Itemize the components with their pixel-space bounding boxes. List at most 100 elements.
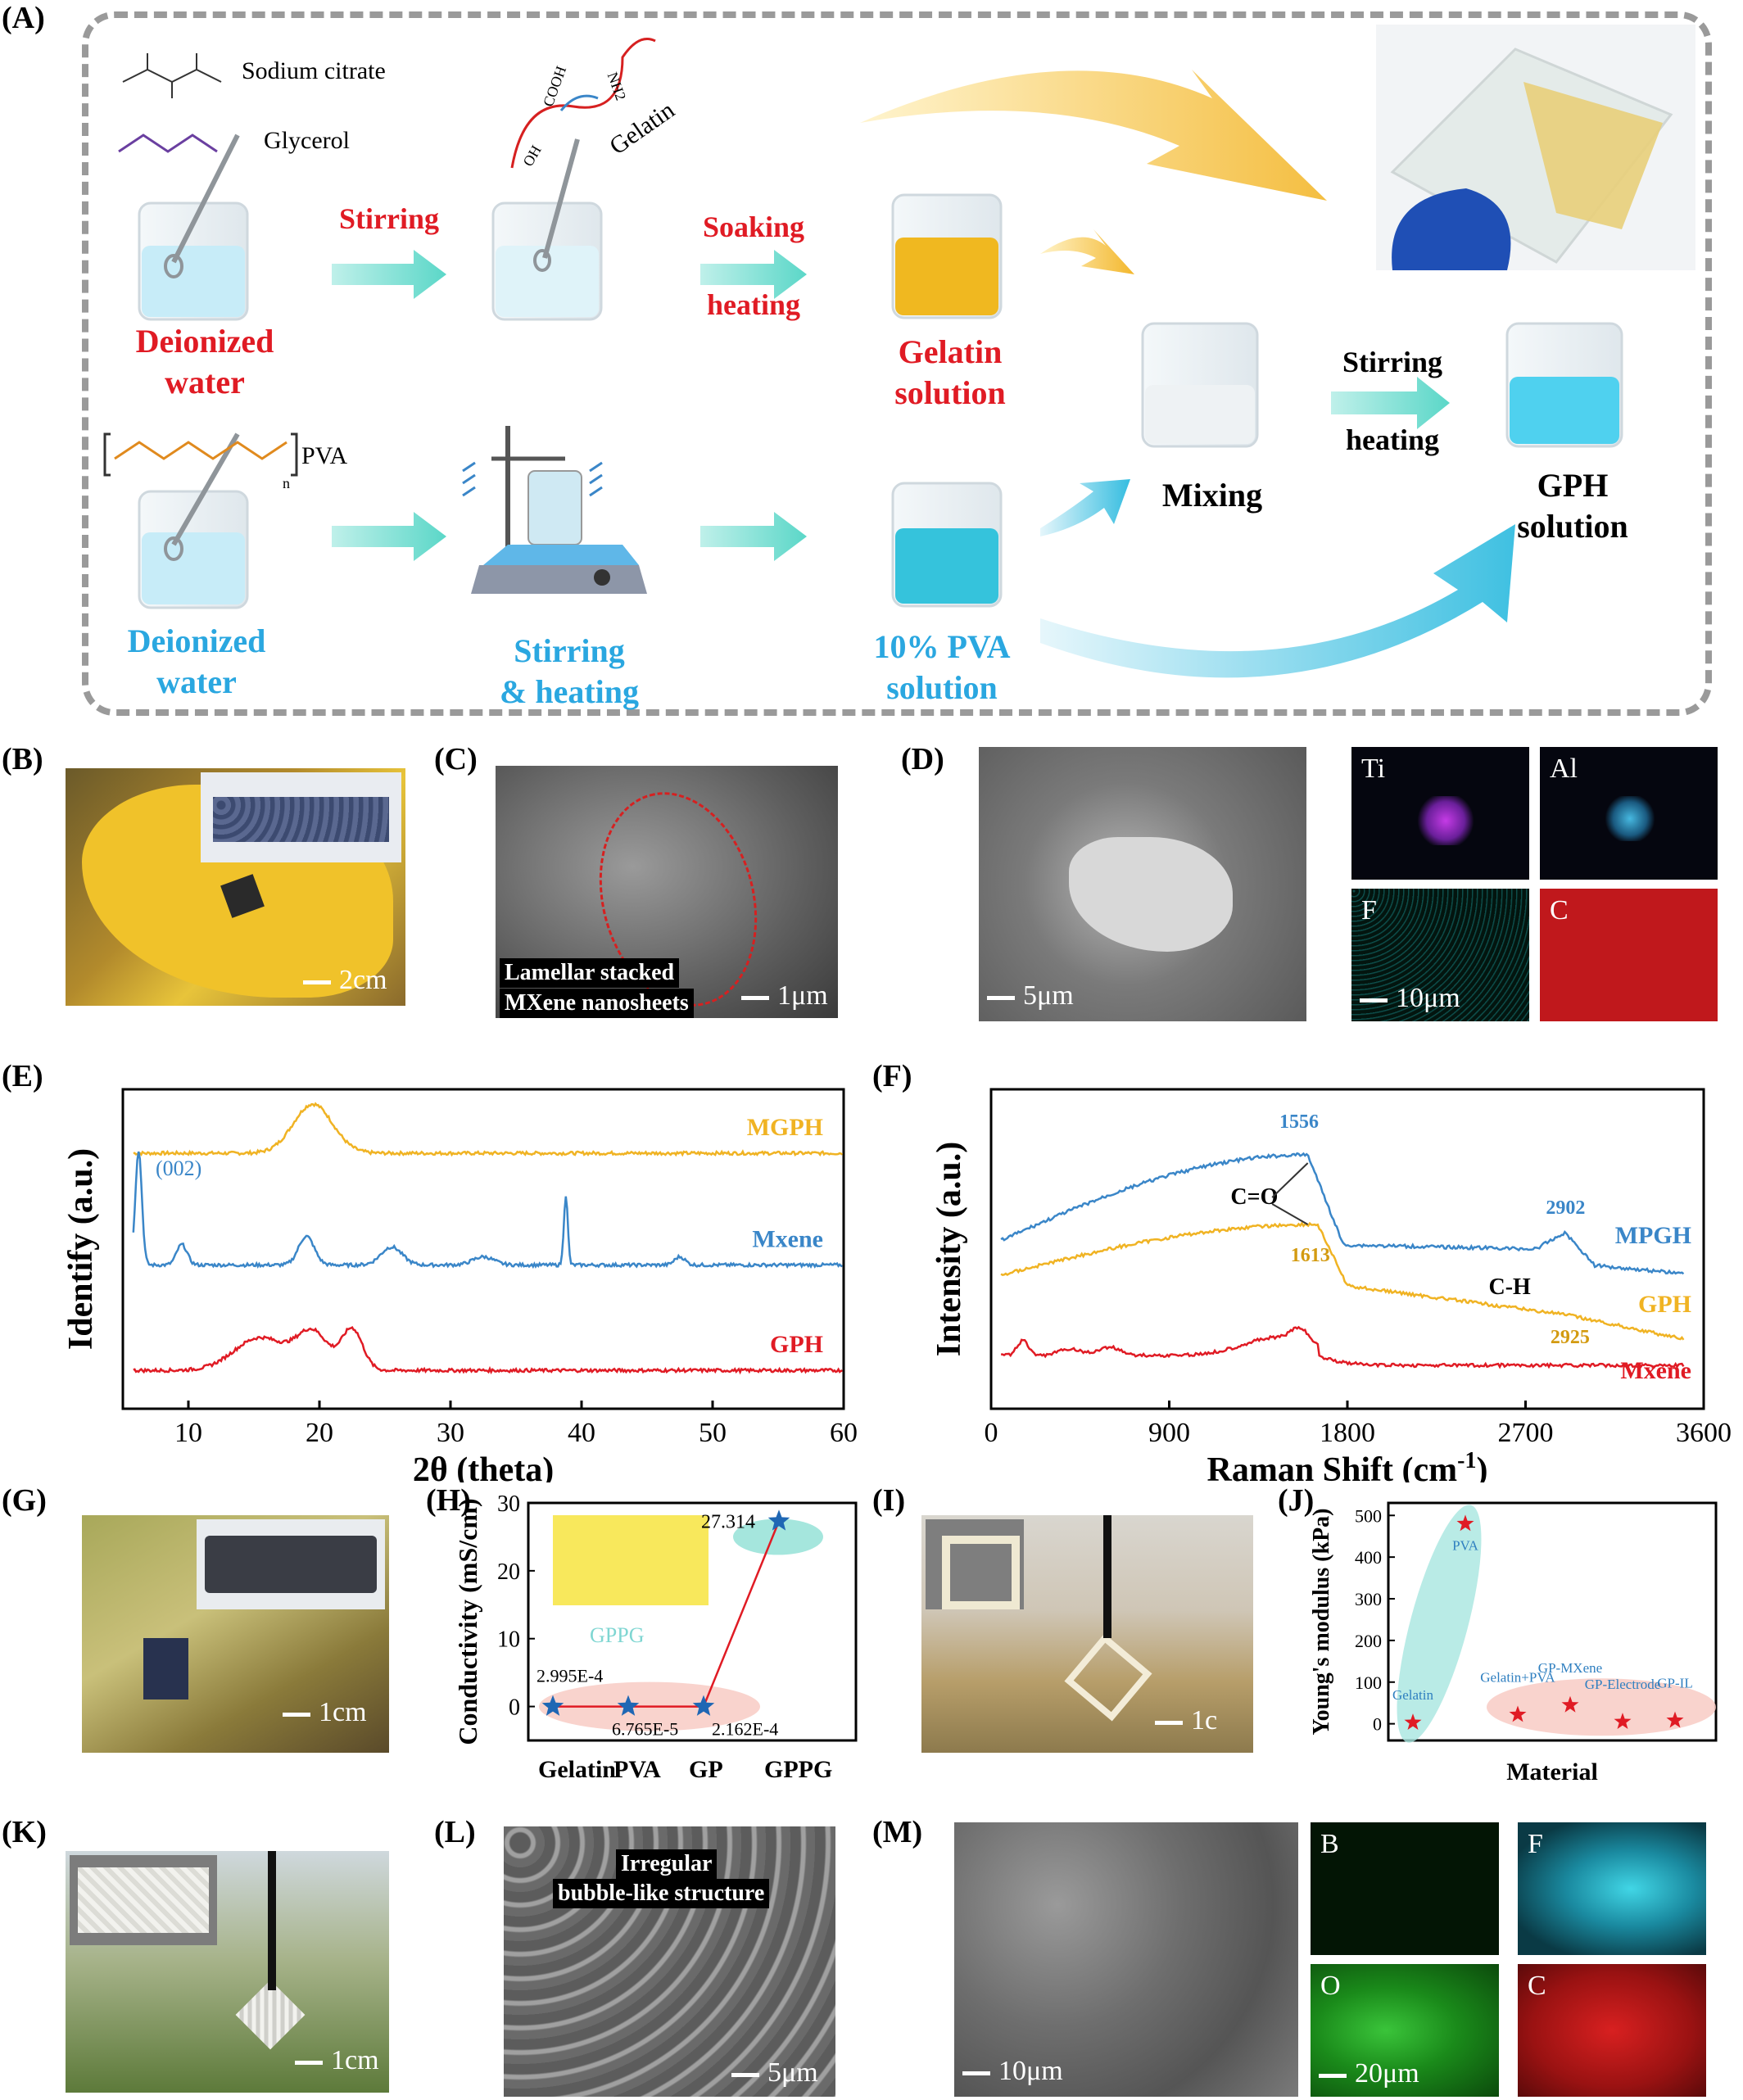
annotation-1613: 1613 <box>1291 1245 1330 1266</box>
x-axis-label: Raman Shift (cm-1) <box>1207 1448 1488 1482</box>
arrow-big-blue <box>1040 524 1515 678</box>
film-sample <box>143 1638 188 1699</box>
label-sodium-citrate: Sodium citrate <box>242 57 386 84</box>
y-axis-label: Young's modulus (kPa) <box>1311 1509 1334 1736</box>
arrow-bottom-2 <box>700 512 807 561</box>
panel-label-b: (B) <box>2 742 43 776</box>
y-tick-label: 100 <box>1355 1672 1382 1693</box>
x-tick-label: 3600 <box>1676 1418 1732 1448</box>
data-point-star <box>1509 1705 1527 1722</box>
pva-molecule <box>103 432 298 477</box>
magnetic-stirrer-hotplate <box>462 426 647 594</box>
x-tick-label: 900 <box>1148 1418 1190 1448</box>
panel-l-sem: Irregular bubble-like structure 5μm <box>504 1826 835 2097</box>
label-gph-solution: GPH solution <box>1517 467 1628 545</box>
eds-c: C <box>1540 889 1718 1021</box>
beaker-top-middle <box>491 138 603 321</box>
hanging-frame <box>1064 1633 1152 1722</box>
x-tick-label: GP <box>689 1756 723 1783</box>
annotation-002: (002) <box>156 1156 201 1180</box>
beaker-bottom-left <box>138 432 249 609</box>
chart-f-raman: 0 900 1800 2700 3600 Raman Shift (cm-1) Intens… <box>930 1088 1732 1482</box>
gelatin-molecule <box>510 38 656 169</box>
panel-label-i: (I) <box>872 1483 906 1518</box>
label-gelatin-solution: Gelatin solution <box>894 333 1006 411</box>
arrow-bottom-1 <box>332 512 446 561</box>
annotation-2925: 2925 <box>1551 1327 1590 1348</box>
value-label: 27.314 <box>701 1511 755 1532</box>
label-stirring-heating: Stirring & heating <box>500 632 639 710</box>
panel-a-frame <box>82 11 1712 716</box>
data-point-star <box>1456 1514 1474 1532</box>
point-label: PVA <box>1452 1537 1479 1553</box>
series-line <box>552 1520 781 1708</box>
panel-label-g: (G) <box>2 1483 47 1518</box>
scale-bar-k: 1cm <box>295 2045 379 2076</box>
highlight-ellipse-high <box>733 1518 823 1555</box>
scale-bar-b: 2cm <box>303 965 387 996</box>
y-axis-label: Conductivity (mS/cm) <box>459 1498 482 1745</box>
arrow-stirring <box>332 250 446 299</box>
point-label: GP-Electrode <box>1585 1677 1661 1692</box>
y-tick-label: 300 <box>1355 1589 1382 1609</box>
x-tick-label: PVA <box>613 1756 661 1783</box>
beaker-gph <box>1505 322 1623 448</box>
x-tick-label: 2700 <box>1498 1418 1554 1448</box>
panel-m-sem: 10μm <box>954 1822 1298 2097</box>
panel-a-graphics <box>103 25 1695 678</box>
panel-label-c: (C) <box>434 742 478 776</box>
sem-tag-1: Lamellar stacked <box>500 958 680 988</box>
plot-frame <box>989 1088 1705 1410</box>
x-tick-label: 50 <box>699 1418 727 1448</box>
inset-mgph-film <box>201 772 401 862</box>
tweezers-k <box>268 1851 276 1990</box>
panel-label-l: (L) <box>434 1815 476 1849</box>
point-label: GP-MXene <box>1538 1660 1602 1676</box>
x-tick-label: 30 <box>437 1418 464 1448</box>
value-label: 2.162E-4 <box>712 1719 778 1740</box>
tweezers <box>1103 1515 1111 1638</box>
data-point-star <box>692 1695 715 1716</box>
annotation-arrow <box>1271 1162 1309 1198</box>
y-tick-label: 10 <box>497 1627 520 1653</box>
eds-c-m: C <box>1518 1964 1706 2097</box>
label-stirring-2: Stirring <box>1342 346 1442 378</box>
value-label: 6.765E-5 <box>612 1719 678 1740</box>
x-tick-label: 40 <box>568 1418 595 1448</box>
beaker-mixing <box>1141 322 1259 448</box>
panel-d-sem: 5μm <box>979 747 1306 1021</box>
label-pva-n: n <box>283 475 290 491</box>
panel-label-h: (H) <box>426 1483 471 1518</box>
gph-film-photo <box>1376 25 1695 270</box>
arrow-stirring-heating-2 <box>1331 377 1450 429</box>
y-axis-label: Identify (a.u.) <box>62 1148 100 1350</box>
sodium-citrate-molecule <box>122 53 222 98</box>
x-axis-label: 2θ (theta) <box>413 1451 554 1482</box>
panel-label-k: (K) <box>2 1815 47 1849</box>
annotation-c-o: C=O <box>1230 1184 1278 1210</box>
inset-frame <box>926 1519 1024 1609</box>
beaker-pva-solution <box>891 482 1003 608</box>
series-label-mxene: Mxene <box>752 1226 823 1253</box>
highlight-ellipse-pva <box>1397 1505 1482 1743</box>
panel-label-m: (M) <box>872 1815 923 1849</box>
sem-tag-2: MXene nanosheets <box>500 989 694 1018</box>
x-axis-label: Material <box>1506 1758 1598 1785</box>
plot-frame <box>121 1088 845 1410</box>
panel-b-photo: 2cm <box>66 768 405 1006</box>
label-soaking: Soaking <box>702 210 805 243</box>
scale-bar-i: 1c <box>1155 1705 1217 1736</box>
scale-bar-m: 10μm <box>962 2056 1063 2087</box>
series-label-gph: GPH <box>1638 1291 1691 1318</box>
inset-network-image <box>553 1515 709 1605</box>
panel-label-f: (F) <box>872 1059 912 1093</box>
label-glycerol: Glycerol <box>264 127 350 154</box>
point-label: GP-IL <box>1657 1676 1692 1691</box>
arrow-small-yellow <box>1040 229 1134 274</box>
arrow-big-yellow <box>860 70 1327 201</box>
y-tick-label: 0 <box>509 1695 520 1721</box>
sem-tag-l2: bubble-like structure <box>553 1879 770 1908</box>
sem-tag-l1: Irregular <box>616 1849 718 1879</box>
inset-film <box>197 1519 385 1609</box>
panel-g-photo: 1cm <box>82 1515 389 1753</box>
